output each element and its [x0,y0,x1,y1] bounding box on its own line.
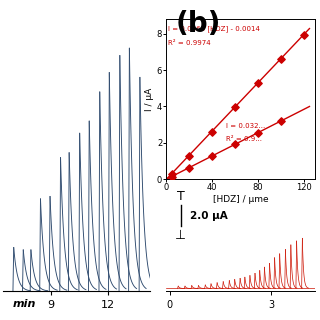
Point [255,80,260,85]
X-axis label: [HDZ] / μme: [HDZ] / μme [213,195,268,204]
Point [187,165,192,170]
Text: (b): (b) [176,10,221,38]
Point [233,142,238,147]
Text: ⊥: ⊥ [175,229,186,242]
Point [301,32,306,37]
Point [187,153,192,158]
Point [210,154,215,159]
Text: I = 0.032...: I = 0.032... [226,123,265,129]
Y-axis label: I / μA: I / μA [145,88,154,111]
Text: T: T [177,190,185,203]
Point [233,105,238,110]
Point [255,131,260,136]
Text: min: min [13,299,36,309]
Point [210,129,215,134]
Text: 2.0 μA: 2.0 μA [190,211,228,221]
Point [170,172,175,177]
Text: I = 0.0663 [HDZ] - 0.0014: I = 0.0663 [HDZ] - 0.0014 [168,25,260,32]
Point [278,56,284,61]
Point [170,174,175,179]
Text: R² = 0.9...: R² = 0.9... [226,136,262,142]
Point [278,118,284,124]
Text: R² = 0.9974: R² = 0.9974 [168,40,210,46]
